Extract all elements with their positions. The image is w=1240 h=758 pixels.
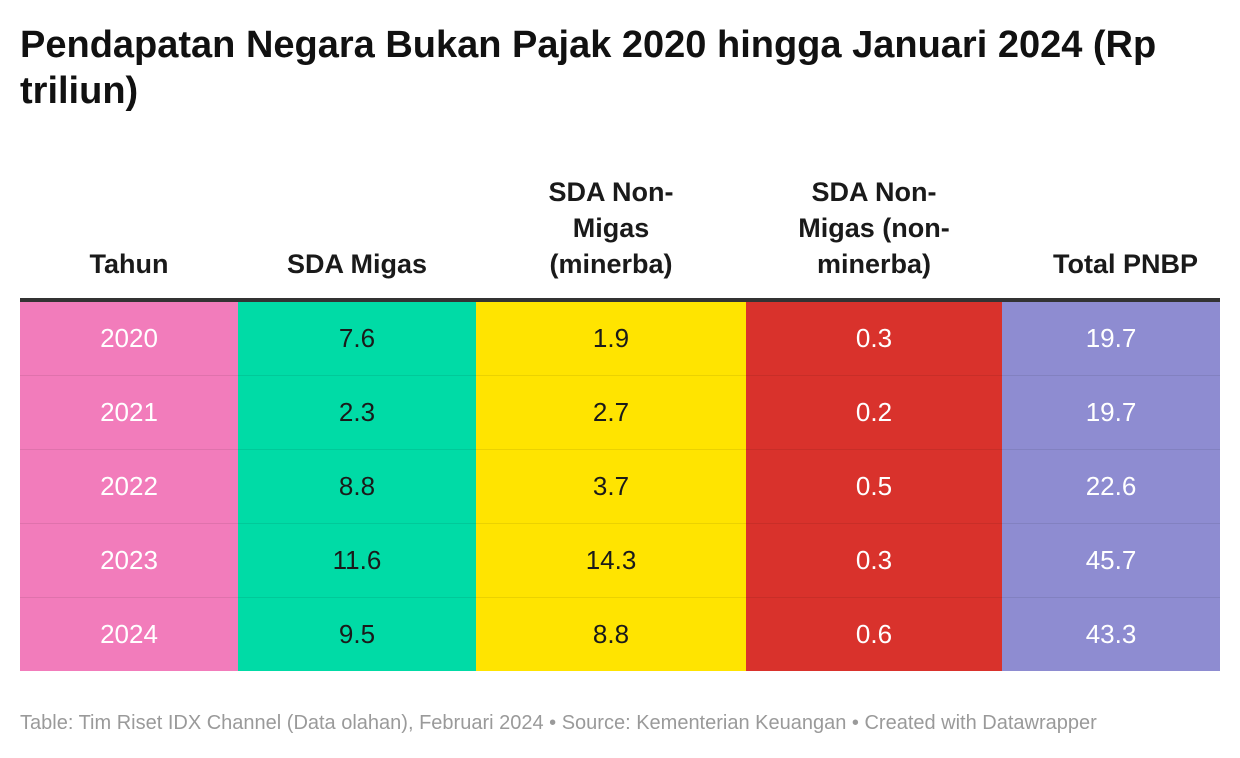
cell-tahun: 2022 — [20, 449, 238, 524]
cell-sda-non-migas-minerba: 8.8 — [476, 597, 746, 671]
column-header-total-pnbp[interactable]: Total PNBP — [1002, 168, 1220, 302]
column-header-sda-non-migas-minerba[interactable]: SDA Non-Migas (minerba) — [476, 168, 746, 302]
data-table: Tahun SDA Migas SDA Non-Migas (minerba) … — [20, 168, 1220, 671]
cell-sda-non-migas-minerba: 3.7 — [476, 449, 746, 524]
table-body: 2020 7.6 1.9 0.3 19.7 2021 2.3 2.7 0.2 19.7 2022 8.… — [20, 300, 1220, 671]
cell-sda-migas: 7.6 — [238, 300, 476, 376]
cell-sda-migas: 2.3 — [238, 375, 476, 450]
cell-sda-migas: 9.5 — [238, 597, 476, 671]
cell-sda-non-migas-minerba: 14.3 — [476, 523, 746, 598]
cell-tahun: 2023 — [20, 523, 238, 598]
table-row: 2022 8.8 3.7 0.5 22.6 — [20, 449, 1220, 524]
table-row: 2024 9.5 8.8 0.6 43.3 — [20, 597, 1220, 671]
cell-sda-non-migas-minerba: 2.7 — [476, 375, 746, 450]
cell-sda-non-migas-non-minerba: 0.2 — [746, 375, 1002, 450]
cell-sda-non-migas-minerba: 1.9 — [476, 300, 746, 376]
table-row: 2020 7.6 1.9 0.3 19.7 — [20, 300, 1220, 376]
cell-sda-migas: 8.8 — [238, 449, 476, 524]
data-table-container: Tahun SDA Migas SDA Non-Migas (minerba) … — [20, 168, 1220, 671]
cell-total-pnbp: 45.7 — [1002, 523, 1220, 598]
cell-total-pnbp: 19.7 — [1002, 300, 1220, 376]
table-footer: Table: Tim Riset IDX Channel (Data olaha… — [20, 712, 1097, 734]
cell-tahun: 2020 — [20, 300, 238, 376]
table-title: Pendapatan Negara Bukan Pajak 2020 hingg… — [20, 24, 1157, 112]
cell-total-pnbp: 19.7 — [1002, 375, 1220, 450]
cell-total-pnbp: 22.6 — [1002, 449, 1220, 524]
cell-sda-migas: 11.6 — [238, 523, 476, 598]
cell-tahun: 2024 — [20, 597, 238, 671]
cell-tahun: 2021 — [20, 375, 238, 450]
table-row: 2023 11.6 14.3 0.3 45.7 — [20, 523, 1220, 598]
cell-total-pnbp: 43.3 — [1002, 597, 1220, 671]
cell-sda-non-migas-non-minerba: 0.3 — [746, 523, 1002, 598]
cell-sda-non-migas-non-minerba: 0.5 — [746, 449, 1002, 524]
table-header-row: Tahun SDA Migas SDA Non-Migas (minerba) … — [20, 168, 1220, 302]
column-header-sda-migas[interactable]: SDA Migas — [238, 168, 476, 302]
column-header-tahun[interactable]: Tahun — [20, 168, 238, 302]
cell-sda-non-migas-non-minerba: 0.3 — [746, 300, 1002, 376]
column-header-sda-non-migas-non-minerba[interactable]: SDA Non-Migas (non-minerba) — [746, 168, 1002, 302]
cell-sda-non-migas-non-minerba: 0.6 — [746, 597, 1002, 671]
table-row: 2021 2.3 2.7 0.2 19.7 — [20, 375, 1220, 450]
